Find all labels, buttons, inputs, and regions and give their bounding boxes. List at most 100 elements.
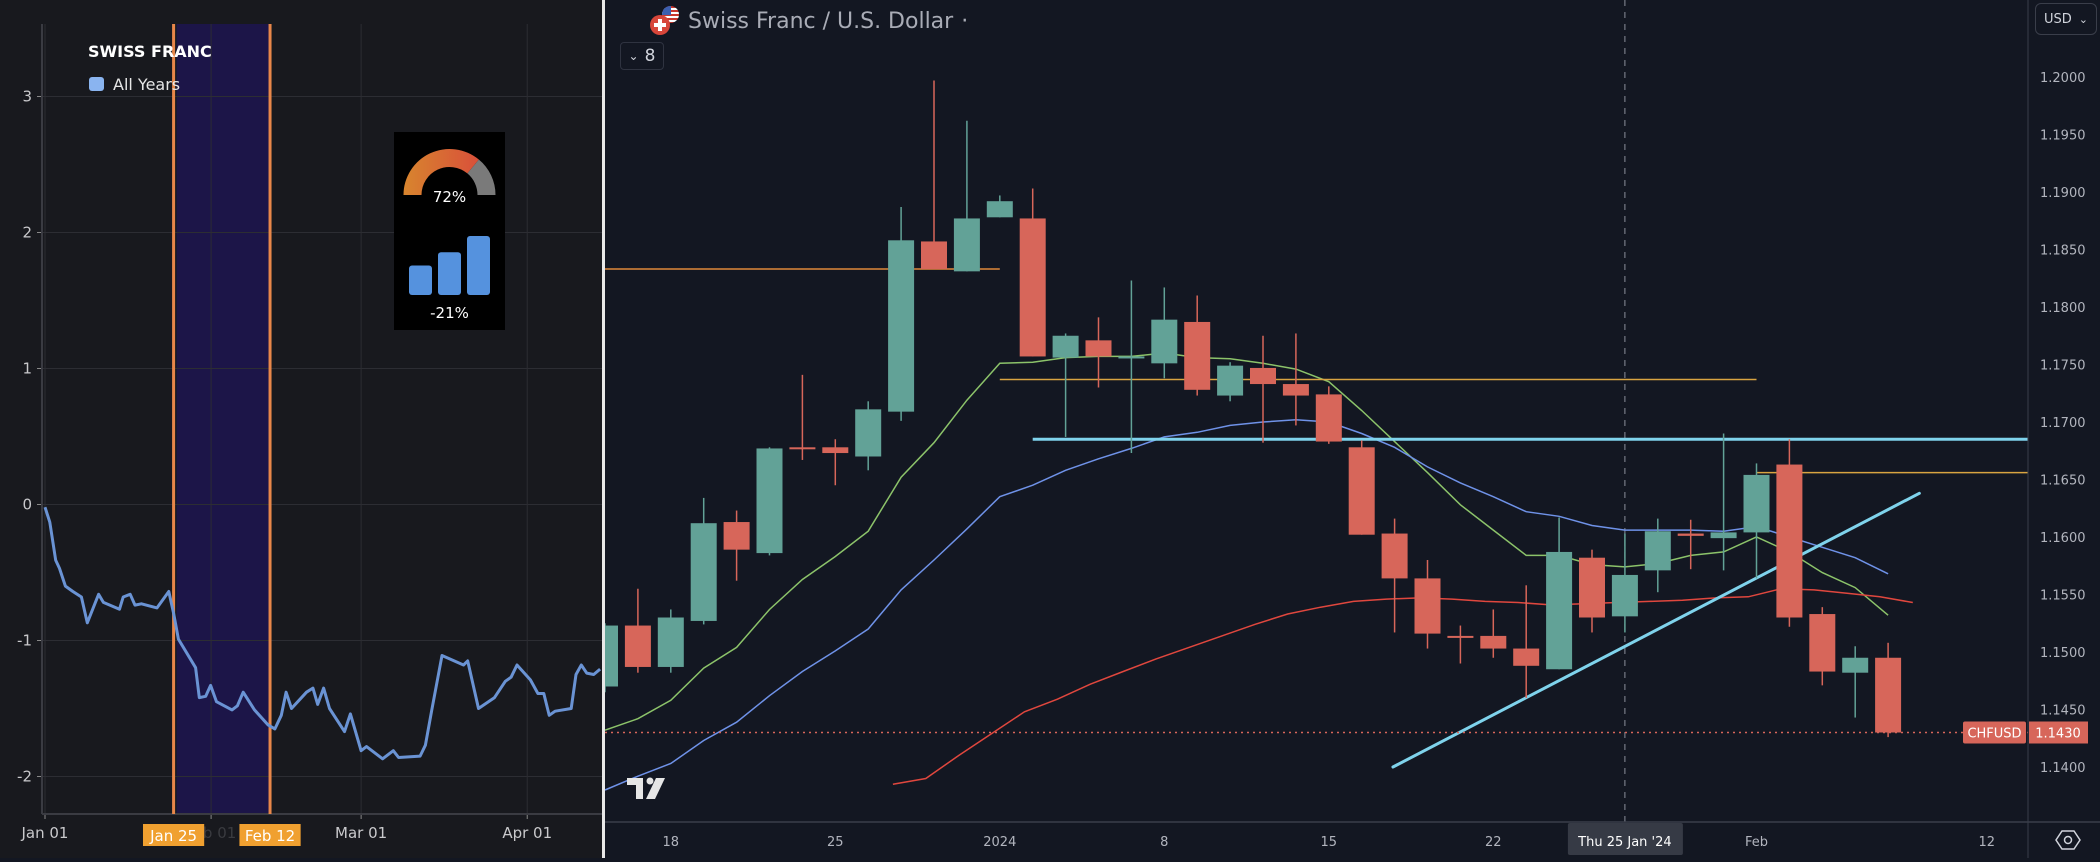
- candle[interactable]: [1217, 362, 1244, 402]
- candle[interactable]: [1743, 463, 1770, 579]
- trend-line-drawing[interactable]: [1391, 491, 1921, 769]
- symbol-header[interactable]: Swiss Franc / U.S. Dollar ·: [650, 6, 968, 36]
- candle-body: [1743, 474, 1770, 533]
- candle[interactable]: [953, 120, 980, 272]
- candle[interactable]: [1644, 518, 1671, 593]
- crosshair-time-label-bg: [1567, 823, 1683, 855]
- candle[interactable]: [1447, 625, 1474, 664]
- candle-body: [953, 218, 980, 272]
- settings-icon-center: [2063, 835, 2073, 845]
- panel-divider: [602, 0, 605, 858]
- candle-body: [1052, 335, 1079, 358]
- candle[interactable]: [1809, 607, 1836, 686]
- candle[interactable]: [690, 497, 717, 625]
- candle[interactable]: [921, 80, 947, 270]
- time-tick-label: 18: [663, 835, 680, 850]
- candle-body: [822, 447, 849, 454]
- candle[interactable]: [888, 206, 915, 421]
- highlight-start-label: Jan 25: [149, 827, 197, 845]
- gauge-label: 72%: [433, 188, 466, 206]
- candle[interactable]: [1118, 280, 1145, 454]
- candle-body: [1611, 574, 1638, 617]
- market-status-dot: ·: [961, 8, 969, 34]
- candlestick-chart[interactable]: CHFUSD 1.2000 1.1950 1.1900 1.1850 1.1800 1.17…: [605, 0, 2100, 858]
- candle[interactable]: [1776, 439, 1803, 627]
- candle-body: [1875, 657, 1902, 733]
- legend-label[interactable]: All Years: [113, 75, 180, 94]
- candle[interactable]: [1480, 609, 1507, 658]
- candle[interactable]: [1414, 560, 1441, 649]
- indicators-toggle-button[interactable]: ⌄ 8: [620, 42, 664, 70]
- candle[interactable]: [855, 401, 882, 471]
- candle-body: [1842, 657, 1869, 673]
- candle[interactable]: [1677, 519, 1704, 570]
- seasonality-panel: 3 2 1 0 -1 -2 Jan 01 Feb 01 Mar 01 Apr 01 Jan 25 Fe…: [0, 0, 602, 858]
- price-tick-label: 1.1650: [2040, 474, 2086, 489]
- candle-body: [1776, 464, 1803, 618]
- price-tick-label: 1.1800: [2040, 301, 2086, 316]
- candle[interactable]: [605, 623, 618, 693]
- y-tick-label: -1: [17, 632, 32, 650]
- candle[interactable]: [723, 510, 750, 581]
- candle[interactable]: [1513, 585, 1540, 698]
- logo-part: [636, 778, 643, 799]
- time-tick-label: 12: [1979, 835, 1996, 850]
- moving-average-2[interactable]: [605, 418, 1889, 791]
- x-tick-label: Jan 01: [21, 824, 69, 842]
- candle-body: [1677, 533, 1704, 536]
- candle-body: [1447, 635, 1474, 638]
- candle-body: [1184, 321, 1211, 390]
- y-tick-label: 3: [22, 88, 32, 106]
- legend-swatch[interactable]: [89, 77, 104, 91]
- currency-select[interactable]: USD ⌄: [2035, 3, 2097, 35]
- candle-body: [624, 625, 651, 667]
- time-tick-label: 2024: [983, 835, 1016, 850]
- tradingview-logo-icon[interactable]: [627, 777, 665, 800]
- candle[interactable]: [1348, 440, 1375, 535]
- chart-settings-icon[interactable]: [2055, 830, 2081, 850]
- chart-pane[interactable]: [605, 0, 2053, 822]
- candle[interactable]: [1579, 549, 1605, 633]
- candle-body: [1579, 557, 1605, 618]
- candle-body: [1019, 218, 1046, 357]
- candle[interactable]: [1381, 518, 1408, 633]
- moving-average-1[interactable]: [605, 352, 1889, 731]
- mini-bar: [409, 265, 432, 295]
- price-tick-label: 1.2000: [2040, 71, 2086, 86]
- candle[interactable]: [1184, 295, 1211, 396]
- series-line-all-years: [43, 506, 602, 761]
- candle[interactable]: [1842, 646, 1869, 718]
- candle[interactable]: [1250, 335, 1276, 443]
- y-tick-label: 1: [22, 360, 32, 378]
- price-tick-label: 1.1900: [2040, 186, 2086, 201]
- time-tick-label: 15: [1321, 835, 1338, 850]
- price-tick-label: 1.1750: [2040, 359, 2086, 374]
- candle[interactable]: [1085, 317, 1112, 388]
- candle[interactable]: [1052, 333, 1079, 437]
- candle[interactable]: [986, 195, 1013, 218]
- highlight-start-tag[interactable]: [142, 824, 205, 846]
- candle[interactable]: [624, 588, 651, 673]
- candle-body: [1348, 447, 1375, 535]
- candle[interactable]: [1019, 188, 1046, 357]
- candle-body: [789, 447, 816, 450]
- moving-average-3[interactable]: [892, 587, 1913, 785]
- candle[interactable]: [789, 374, 816, 460]
- price-chart-panel: CHFUSD 1.2000 1.1950 1.1900 1.1850 1.1800 1.17…: [605, 0, 2100, 858]
- candle[interactable]: [657, 609, 684, 673]
- candle[interactable]: [1315, 386, 1342, 444]
- candle[interactable]: [1875, 642, 1902, 738]
- candle[interactable]: [1282, 333, 1309, 426]
- candle[interactable]: [1151, 287, 1178, 379]
- candle[interactable]: [822, 439, 849, 486]
- candle[interactable]: [1710, 433, 1737, 571]
- time-tick-label: 8: [1160, 835, 1168, 850]
- highlight-end-tag[interactable]: [239, 824, 301, 846]
- candle[interactable]: [1611, 533, 1638, 633]
- candle-body: [888, 240, 915, 412]
- candle-body: [1513, 648, 1540, 666]
- price-tick-label: 1.1700: [2040, 416, 2086, 431]
- candle[interactable]: [756, 447, 783, 556]
- candle[interactable]: [1546, 517, 1573, 670]
- candle-body: [1381, 533, 1408, 579]
